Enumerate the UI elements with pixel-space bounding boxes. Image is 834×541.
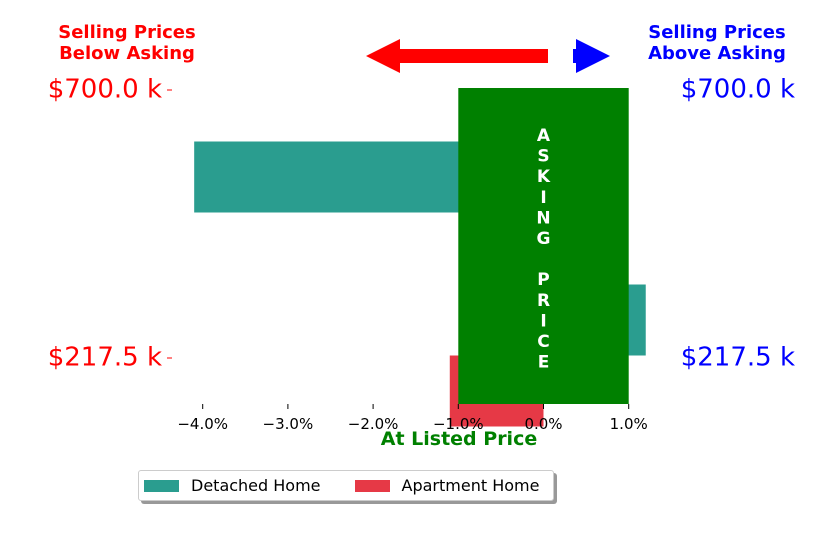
below-asking-label: Selling Prices	[58, 22, 195, 43]
x-axis-label: At Listed Price	[381, 428, 537, 450]
legend-swatch-apartment	[354, 479, 390, 492]
asking-band-letter: S	[537, 147, 549, 167]
asking-band-letter: R	[537, 291, 550, 311]
asking-band-letter: I	[540, 188, 546, 208]
arrow-left-icon	[366, 39, 548, 73]
left-price-label: $700.0 k	[48, 75, 162, 105]
left-price-label: $217.5 k	[48, 343, 162, 373]
right-price-label: $700.0 k	[681, 75, 795, 105]
above-asking-label: Above Asking	[648, 43, 786, 64]
x-tick-label: −3.0%	[263, 415, 314, 433]
above-asking-label: Selling Prices	[648, 22, 785, 43]
arrow-right-icon	[573, 39, 610, 73]
asking-band-letter: A	[537, 126, 551, 146]
asking-band-letter: K	[537, 167, 551, 187]
x-axis: −4.0% −3.0% −2.0% −1.0% 0.0% 1.0% At Listed Pr…	[177, 404, 648, 450]
x-tick-label: −4.0%	[177, 415, 228, 433]
legend-item-apartment: Apartment Home	[354, 476, 540, 495]
x-tick-label: 0.0%	[524, 415, 562, 433]
asking-band-letter: I	[540, 311, 546, 331]
legend-swatch-detached	[144, 479, 179, 492]
x-tick-label: 1.0%	[610, 415, 648, 433]
asking-band	[458, 88, 629, 404]
asking-band-letter: P	[537, 270, 549, 290]
x-tick-label: −1.0%	[433, 415, 484, 433]
asking-band-letter: C	[537, 332, 549, 352]
below-asking-label: Below Asking	[59, 43, 195, 64]
legend-item-detached: Detached Home	[144, 476, 321, 495]
legend-label-detached: Detached Home	[191, 476, 321, 495]
asking-band-layer	[458, 88, 629, 404]
y-labels: $700.0 k $217.5 k $700.0 k $217.5 k	[48, 75, 795, 373]
asking-band-letter: E	[538, 353, 550, 373]
asking-band-letter: G	[537, 229, 551, 249]
legend: Detached Home Apartment Home	[138, 470, 554, 501]
legend-label-apartment: Apartment Home	[401, 476, 540, 495]
x-tick-label: −2.0%	[348, 415, 399, 433]
asking-band-letter: N	[536, 208, 550, 228]
right-price-label: $217.5 k	[681, 343, 795, 373]
